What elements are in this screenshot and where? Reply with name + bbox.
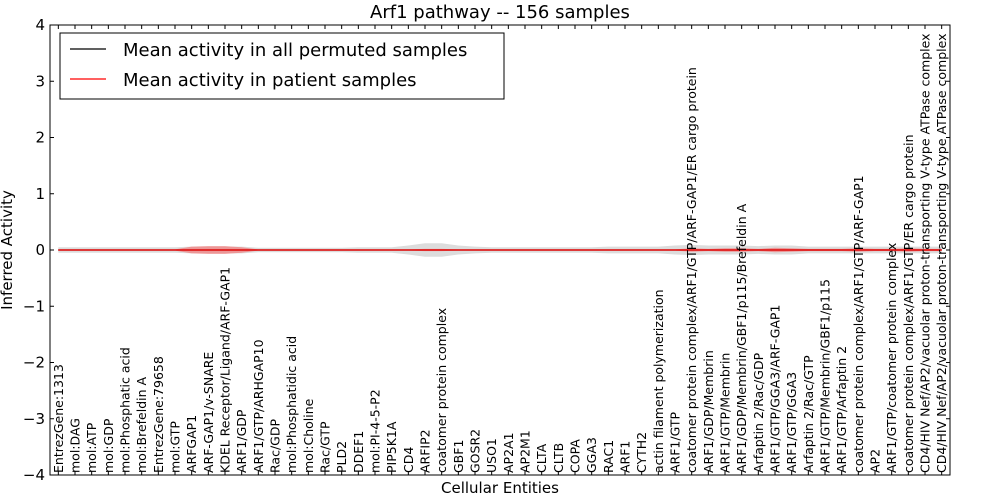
category-label: CYTH2: [634, 432, 649, 473]
category-label: mol:Brefeldin A: [134, 376, 149, 473]
category-label: GGA3: [584, 437, 599, 473]
category-label: ARF1/GTP/GGA3/ARF-GAP1: [768, 305, 783, 473]
category-label: AP2A1: [501, 432, 516, 473]
category-label: coatomer protein complex/ARF1/GTP/ARF-GA…: [684, 67, 699, 473]
category-label: mol:DAG: [68, 418, 83, 473]
category-label: coatomer protein complex/ARF1/GTP/ARF-GA…: [851, 175, 866, 473]
category-label: ARF1/GTP/coatomer protein complex: [884, 243, 899, 473]
category-label: Arfaptin 2/Rac/GDP: [751, 352, 766, 473]
y-axis-ticks: −4 −3 −2 −1 0 1 2 3 4: [23, 16, 950, 484]
category-label: ARFIP2: [418, 429, 433, 473]
y-axis-label: Inferred Activity: [0, 190, 16, 310]
y-tick-label: 3: [35, 72, 45, 90]
category-label: mol:ATP: [84, 422, 99, 473]
category-label: mol:Choline: [301, 398, 316, 473]
category-label: PLD2: [334, 441, 349, 473]
y-tick-label: 2: [35, 129, 45, 147]
category-label: PIP5K1A: [384, 421, 399, 473]
category-label: AP2: [868, 449, 883, 473]
legend-label-patient: Mean activity in patient samples: [123, 70, 417, 91]
category-label: CD4/HIV Nef/AP2/vacuolar proton-transpor…: [934, 34, 949, 474]
y-tick-label: −2: [23, 354, 45, 372]
y-tick-label: −3: [23, 410, 45, 428]
category-label: GOSR2: [468, 429, 483, 473]
category-label: CLTB: [551, 443, 566, 473]
category-label: Rac/GDP: [268, 419, 283, 473]
y-tick-label: −1: [23, 297, 45, 315]
category-label: ARF1/GTP/Membrin/GBF1/p115: [818, 279, 833, 473]
category-label: mol:GDP: [101, 418, 116, 473]
category-label: KDEL Receptor/Ligand/ARF-GAP1: [218, 267, 233, 473]
category-label: CD4/HIV Nef/AP2/vacuolar proton-transpor…: [918, 34, 933, 474]
chart-title: Arf1 pathway -- 156 samples: [370, 2, 630, 23]
category-label: ARF-GAP1/v-SNARE: [201, 352, 216, 473]
category-label: CLTA: [534, 443, 549, 473]
category-label: ARF1/GTP: [668, 412, 683, 473]
legend-label-permuted: Mean activity in all permuted samples: [123, 40, 467, 61]
category-label: mol:PI-4-5-P2: [368, 389, 383, 473]
category-label: ARF1/GTP/GGA3: [784, 372, 799, 473]
category-label: ARF1/GDP: [234, 409, 249, 473]
category-label: Arfaptin 2/Rac/GTP: [801, 355, 816, 473]
category-label: GBF1: [451, 440, 466, 473]
y-tick-label: 4: [35, 16, 45, 34]
category-label: EntrezGene:79658: [151, 356, 166, 473]
category-labels: EntrezGene:1313 mol:DAG mol:ATP mol:GDP mol:…: [51, 34, 949, 474]
category-label: DDEF1: [351, 431, 366, 473]
category-label: mol:Phosphatidic acid: [284, 336, 299, 473]
category-label: coatomer protein complex/ARF1/GTP/ER car…: [901, 134, 916, 473]
category-label: ARF1/GTP/Membrin: [718, 353, 733, 473]
x-axis-label: Cellular Entities: [441, 479, 559, 497]
category-label: mol:Phosphatic acid: [118, 347, 133, 473]
category-label: ARFGAP1: [184, 415, 199, 473]
category-label: ARF1/GDP/Membrin/GBF1/p115/Brefeldin A: [734, 203, 749, 473]
category-label: CD4: [401, 447, 416, 473]
category-label: ARF1: [618, 441, 633, 473]
category-label: RAC1: [601, 440, 616, 473]
category-label: EntrezGene:1313: [51, 364, 66, 473]
legend-box: [59, 32, 505, 100]
category-label: actin filament polymerization: [651, 289, 666, 473]
x-axis-ticks: [57, 25, 943, 475]
category-label: COPA: [568, 439, 583, 473]
legend: Mean activity in all permuted samples Me…: [59, 32, 505, 100]
y-tick-label: −4: [23, 466, 45, 484]
category-label: coatomer protein complex: [434, 308, 449, 473]
category-label: mol:GTP: [168, 421, 183, 473]
category-label: Rac/GTP: [318, 421, 333, 473]
category-label: ARF1/GTP/ARHGAP10: [251, 339, 266, 473]
category-label: ARF1/GTP/Arfaptin 2: [834, 346, 849, 473]
category-label: AP2M1: [518, 430, 533, 473]
y-tick-label: 1: [35, 185, 45, 203]
y-tick-label: 0: [35, 241, 45, 259]
category-label: USO1: [484, 438, 499, 473]
category-label: ARF1/GDP/Membrin: [701, 350, 716, 473]
